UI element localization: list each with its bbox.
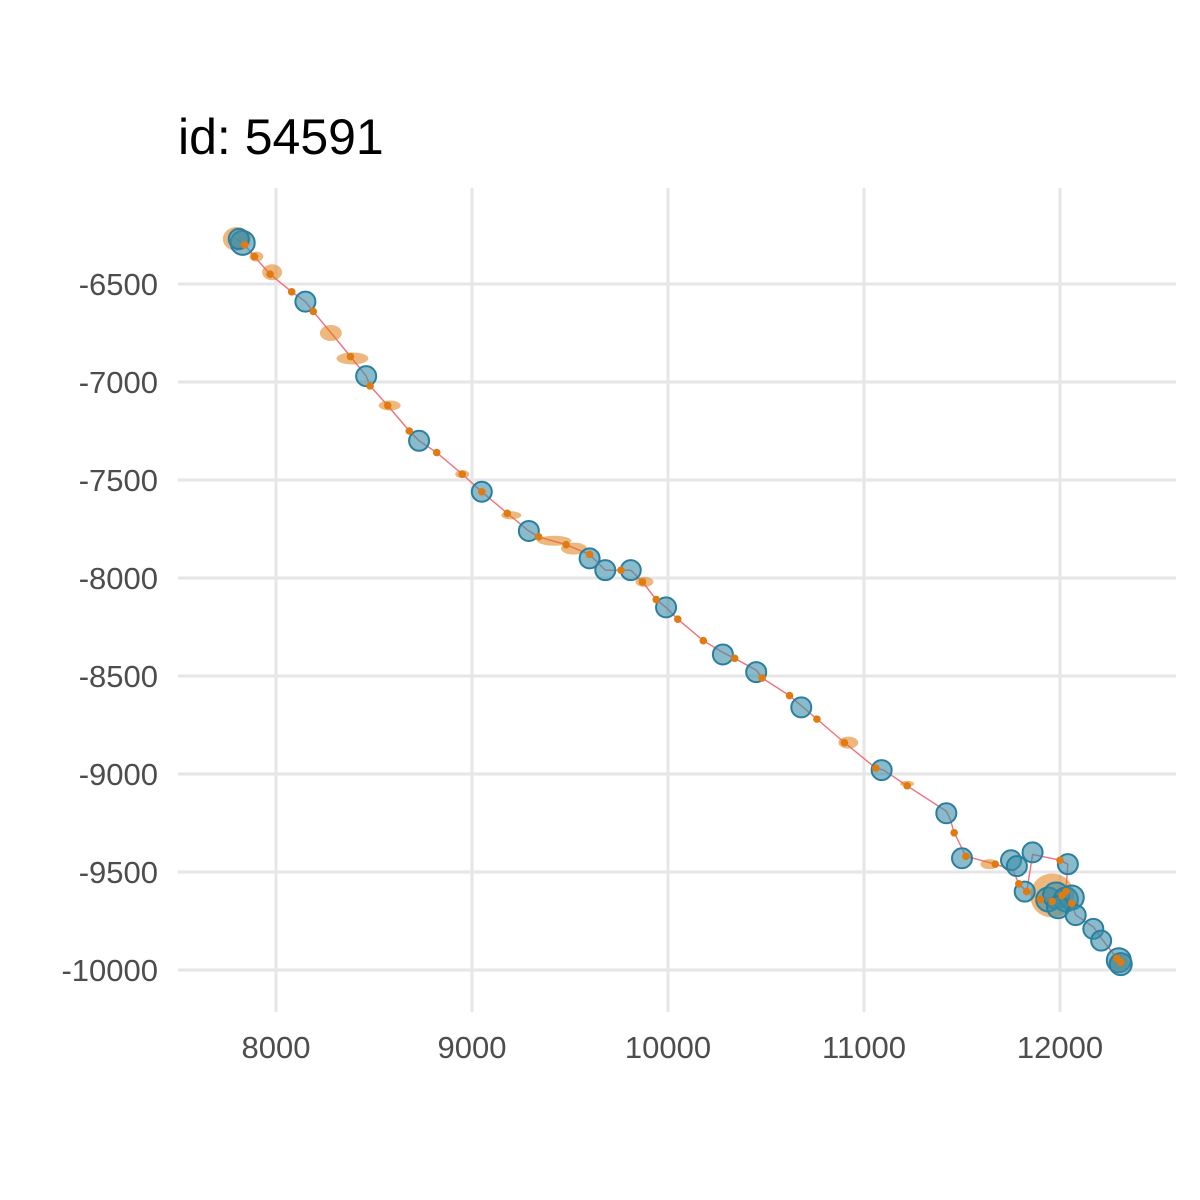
estimate-point <box>903 781 911 790</box>
estimate-point <box>503 509 512 518</box>
estimate-point <box>346 352 355 361</box>
estimate-point <box>730 654 739 663</box>
y-tick-label: -7500 <box>79 463 158 498</box>
observed-point <box>578 547 601 570</box>
estimate-point <box>309 307 318 316</box>
estimate-point <box>699 636 708 645</box>
observed-point <box>517 519 540 542</box>
observed-point <box>1064 904 1087 927</box>
estimate-point <box>405 427 414 435</box>
x-tick-label: 11000 <box>822 1030 906 1065</box>
estimate-point <box>871 764 880 772</box>
observed-point <box>1021 841 1044 864</box>
estimate-ellipses <box>222 226 1129 971</box>
track-path <box>236 238 1122 963</box>
observed-point <box>1090 929 1113 952</box>
estimate-point <box>1056 856 1064 865</box>
observed-point <box>294 290 317 313</box>
estimate-point <box>1067 899 1076 908</box>
estimate-point <box>266 270 274 279</box>
y-tick-label: -9000 <box>79 757 158 792</box>
observed-point <box>408 429 431 452</box>
axis-labels: 8000 9000 10000 11000 12000 -6500 -7000 -7500 -8… <box>61 267 1103 1065</box>
y-tick-label: -8000 <box>79 561 158 596</box>
x-tick-label: 8000 <box>242 1030 311 1065</box>
y-tick-label: -7000 <box>79 365 158 400</box>
x-tick-label: 12000 <box>1017 1030 1103 1065</box>
observed-point <box>355 365 378 388</box>
estimate-point <box>534 533 543 541</box>
estimate-point <box>617 566 625 574</box>
estimate-point <box>962 852 970 861</box>
estimate-point <box>1036 895 1045 904</box>
estimate-point <box>432 448 441 457</box>
y-tick-label: -8500 <box>79 659 158 694</box>
estimate-point <box>1116 958 1125 966</box>
estimate-point <box>1022 887 1031 896</box>
estimate-point <box>813 715 821 723</box>
track-line <box>236 238 1122 963</box>
estimate-point <box>638 578 647 586</box>
estimate-point <box>366 382 374 390</box>
y-tick-label: -9500 <box>79 855 158 890</box>
estimate-point <box>240 241 249 249</box>
estimate-point <box>840 738 849 747</box>
estimate-point <box>785 691 794 700</box>
estimate-point <box>1062 887 1070 896</box>
estimate-point <box>250 252 259 261</box>
observed-point <box>594 559 617 582</box>
observed-point <box>790 696 813 719</box>
observed-point <box>711 643 734 666</box>
estimate-point <box>478 487 486 496</box>
estimate-point <box>1015 879 1023 888</box>
observed-point <box>935 802 958 825</box>
y-tick-label: -10000 <box>61 953 158 988</box>
y-tick-label: -6500 <box>79 267 158 302</box>
estimate-point <box>383 401 392 410</box>
chart-title: id: 54591 <box>178 109 384 165</box>
estimate-point <box>458 470 467 478</box>
estimate-point <box>585 550 594 559</box>
estimate-ellipse <box>319 325 342 341</box>
estimate-point <box>287 288 296 296</box>
x-tick-label: 9000 <box>438 1030 507 1065</box>
x-tick-label: 10000 <box>625 1030 711 1065</box>
observed-point <box>1005 855 1028 878</box>
grid <box>178 188 1176 1012</box>
estimate-point <box>950 829 958 837</box>
estimate-point <box>758 674 766 682</box>
observed-point <box>655 596 678 619</box>
estimate-point <box>991 860 1000 868</box>
estimate-points <box>240 241 1125 966</box>
estimate-point <box>1048 897 1056 906</box>
estimate-point <box>652 595 661 604</box>
estimate-point <box>562 540 570 549</box>
estimate-point <box>674 615 682 623</box>
